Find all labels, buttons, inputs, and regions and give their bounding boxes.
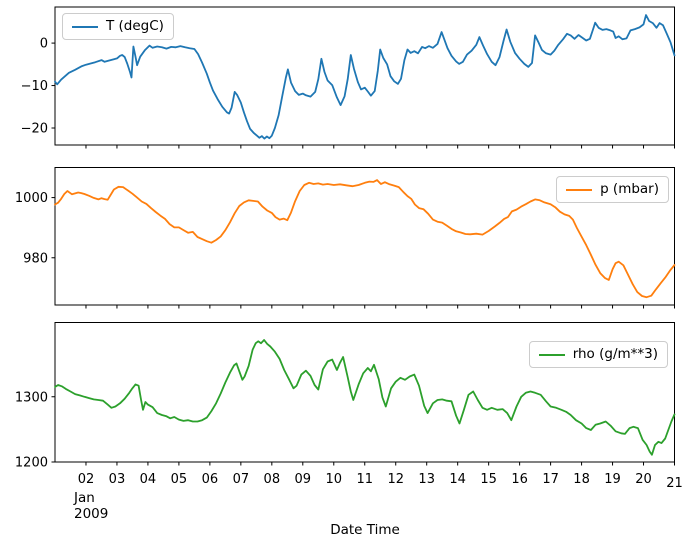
series-line-2	[54, 339, 676, 456]
y-tick-label: −10	[21, 79, 48, 94]
x-tick-label: 12	[387, 472, 404, 487]
x-axis-title: Date Time	[330, 522, 400, 538]
legend-line-sample-density	[538, 353, 565, 356]
legend-label-temperature: T (degC)	[106, 18, 164, 34]
x-tick-label: 04	[140, 472, 157, 487]
y-tick-label: 1300	[15, 390, 48, 405]
x-tick-label: 15	[480, 472, 497, 487]
x-tick-label: 20	[635, 472, 652, 487]
x-tick-label: 17	[542, 472, 559, 487]
y-tick-label: −20	[21, 122, 48, 137]
x-tick-label: 11	[356, 472, 373, 487]
y-tick-label: 0	[40, 37, 48, 52]
x-tick-label: 10	[326, 472, 343, 487]
year-label: 2009	[74, 506, 109, 522]
x-tick-label: 18	[573, 472, 590, 487]
x-tick-label: 03	[109, 472, 126, 487]
x-tick-label: 06	[202, 472, 219, 487]
series-line-0	[54, 14, 676, 140]
x-tick-label: 14	[449, 472, 466, 487]
x-tick-label: 02	[78, 472, 95, 487]
x-tick-label: 08	[264, 472, 281, 487]
series-line-1	[54, 179, 676, 299]
y-tick-label: 1000	[15, 191, 48, 206]
legend-temperature: T (degC)	[62, 13, 174, 40]
legend-label-density: rho (g/m**3)	[572, 346, 658, 362]
legend-pressure: p (mbar)	[556, 176, 669, 203]
x-tick-label: 07	[233, 472, 250, 487]
x-tick-label: 13	[418, 472, 435, 487]
x-tick-label: 09	[295, 472, 312, 487]
x-tick-label: 05	[171, 472, 188, 487]
month-label: Jan	[74, 490, 95, 506]
legend-line-sample-pressure	[566, 188, 593, 191]
y-tick-label: 980	[23, 251, 48, 266]
x-tick-label: 19	[604, 472, 621, 487]
y-tick-label: 1200	[15, 456, 48, 471]
legend-density: rho (g/m**3)	[528, 341, 668, 368]
legend-label-pressure: p (mbar)	[600, 181, 659, 197]
x-axis-month-year-label: Jan 2009	[74, 490, 108, 522]
legend-line-sample-temperature	[72, 25, 98, 28]
x-tick-label: 21	[666, 476, 683, 491]
x-tick-label: 16	[511, 472, 528, 487]
